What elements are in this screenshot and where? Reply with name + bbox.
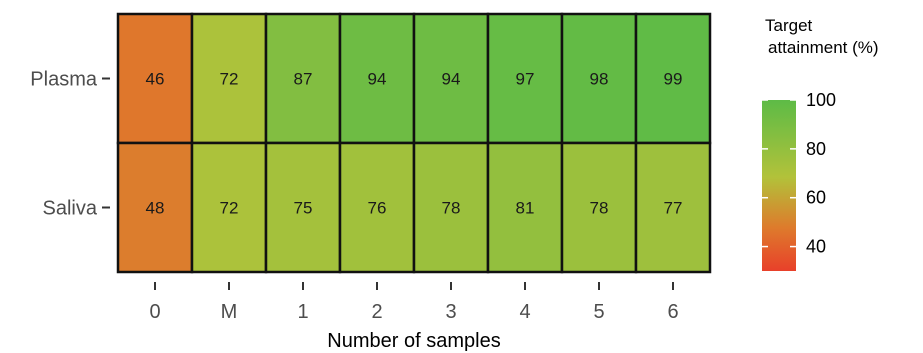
cell-value-label: 78 xyxy=(590,199,609,218)
x-axis: 0 M 1 2 3 4 5 6 xyxy=(149,282,679,323)
cell-value-label: 94 xyxy=(368,70,387,89)
x-tick-label: 4 xyxy=(519,301,530,323)
cell-value-label: 72 xyxy=(220,70,239,89)
legend-color-bar xyxy=(762,100,796,271)
y-axis: Plasma Saliva xyxy=(30,69,110,220)
cell-value-label: 87 xyxy=(294,70,313,89)
cell-value-label: 72 xyxy=(220,199,239,218)
legend-tick-label: 80 xyxy=(806,139,826,159)
y-tick-label: Saliva xyxy=(43,198,98,220)
legend-ticks: 100 80 60 40 xyxy=(762,90,836,257)
heatmap-cell-labels: 46 72 87 94 94 97 98 99 48 72 75 76 78 81 78 77 xyxy=(146,70,683,218)
heatmap-cell xyxy=(486,12,564,145)
legend-title-line-1: Target xyxy=(765,16,813,35)
cell-value-label: 48 xyxy=(146,199,165,218)
cell-value-label: 97 xyxy=(516,70,535,89)
heatmap-cell xyxy=(486,141,564,274)
x-tick-label: M xyxy=(221,301,238,323)
cell-value-label: 98 xyxy=(590,70,609,89)
y-tick-label: Plasma xyxy=(30,69,98,91)
cell-value-label: 78 xyxy=(442,199,461,218)
cell-value-label: 76 xyxy=(368,199,387,218)
x-tick-label: 1 xyxy=(297,301,308,323)
heatmap-cell xyxy=(190,12,268,145)
heatmap-cells xyxy=(116,12,712,274)
cell-value-label: 77 xyxy=(664,199,683,218)
legend-title-line-2: attainment (%) xyxy=(768,38,879,57)
legend-tick-label: 100 xyxy=(806,90,836,110)
cell-value-label: 75 xyxy=(294,199,313,218)
x-tick-label: 2 xyxy=(371,301,382,323)
heatmap-cell xyxy=(634,141,712,274)
x-tick-label: 6 xyxy=(667,301,678,323)
legend-tick-label: 40 xyxy=(806,237,826,257)
heatmap-cell xyxy=(338,141,416,274)
heatmap-cell xyxy=(412,141,490,274)
cell-value-label: 99 xyxy=(664,70,683,89)
heatmap-cell xyxy=(116,141,194,274)
x-tick-label: 0 xyxy=(149,301,160,323)
x-tick-label: 5 xyxy=(593,301,604,323)
cell-value-label: 81 xyxy=(516,199,535,218)
heatmap-cell xyxy=(634,12,712,145)
legend-tick-label: 60 xyxy=(806,188,826,208)
heatmap-cell xyxy=(190,141,268,274)
cell-value-label: 46 xyxy=(146,70,165,89)
x-axis-title: Number of samples xyxy=(327,330,500,352)
heatmap-cell xyxy=(116,12,194,145)
x-tick-label: 3 xyxy=(445,301,456,323)
color-legend: Target attainment (%) 100 80 60 40 xyxy=(762,16,879,271)
cell-value-label: 94 xyxy=(442,70,461,89)
